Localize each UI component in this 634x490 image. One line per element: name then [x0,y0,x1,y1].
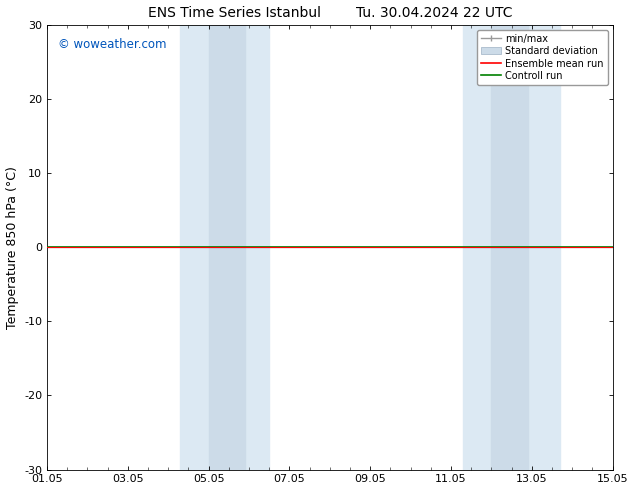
Bar [491,25,527,469]
Bar [209,25,245,469]
Bar [181,25,269,469]
Legend: min/max, Standard deviation, Ensemble mean run, Controll run: min/max, Standard deviation, Ensemble me… [477,30,608,85]
Title: ENS Time Series Istanbul        Tu. 30.04.2024 22 UTC: ENS Time Series Istanbul Tu. 30.04.2024 … [148,5,512,20]
Text: © woweather.com: © woweather.com [58,38,167,51]
Bar [463,25,560,469]
Y-axis label: Temperature 850 hPa (°C): Temperature 850 hPa (°C) [6,166,18,329]
